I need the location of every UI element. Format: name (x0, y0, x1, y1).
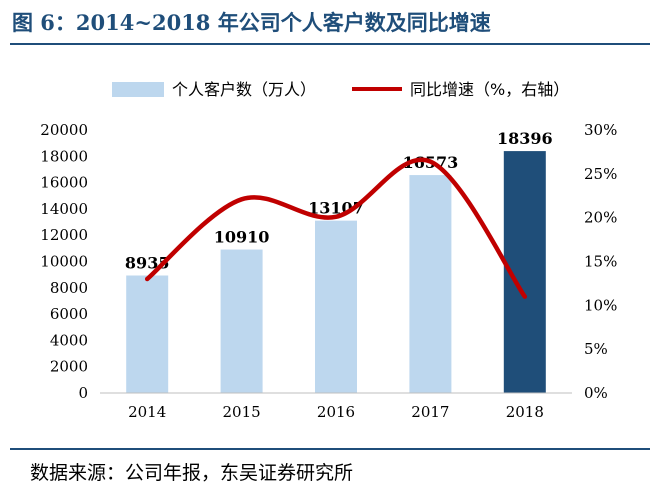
chart-legend: 个人客户数（万人） 同比增速（%，右轴） (112, 80, 569, 99)
y-tick-label: 12000 (40, 226, 88, 244)
growth-rate-line (144, 157, 528, 299)
y-tick-label: 16000 (40, 174, 88, 192)
y2-tick-label: 10% (584, 296, 617, 314)
y-tick-label: 0 (78, 384, 88, 402)
x-tick-label: 2017 (411, 403, 449, 421)
y2-tick-label: 20% (584, 209, 617, 227)
y-tick-label: 6000 (50, 305, 88, 323)
x-tick-label: 2014 (128, 403, 166, 421)
bar-2016 (315, 220, 357, 393)
legend-line-label: 同比增速（%，右轴） (410, 80, 569, 99)
bar-2015 (220, 249, 263, 393)
y-tick-label: 18000 (40, 147, 88, 165)
y-tick-label: 2000 (50, 358, 88, 376)
y2-tick-label: 0% (584, 384, 608, 402)
legend-bar-label: 个人客户数（万人） (172, 80, 316, 99)
y2-tick-label: 5% (584, 340, 608, 358)
x-tick-label: 2018 (506, 403, 544, 421)
bar-value-label: 18396 (497, 129, 553, 148)
right-axis-ticks: 0% 5% 10% 15% 20% 25% 30% (584, 121, 617, 402)
bar-2017 (409, 175, 452, 393)
source-note: 数据来源：公司年报，东吴证券研究所 (30, 462, 354, 484)
chart-title: 图 6：2014~2018 年公司个人客户数及同比增速 (12, 10, 491, 35)
y-tick-label: 8000 (50, 279, 88, 297)
y-tick-label: 20000 (40, 121, 88, 139)
legend-bar-swatch (112, 82, 164, 97)
x-tick-label: 2015 (223, 403, 261, 421)
left-axis-ticks: 0 2000 4000 6000 8000 10000 12000 14000 16000 180… (40, 121, 88, 402)
footer-divider (10, 448, 650, 450)
bar-series (126, 151, 546, 393)
y-tick-label: 4000 (50, 331, 88, 349)
bar-2014 (126, 275, 169, 393)
x-tick-label: 2016 (317, 403, 355, 421)
x-axis-ticks: 2014 2015 2016 2017 2018 (128, 403, 544, 421)
title-divider (10, 43, 650, 45)
combo-chart: 个人客户数（万人） 同比增速（%，右轴） 0 2000 4000 6000 8000 100… (40, 80, 617, 421)
y-tick-label: 10000 (40, 253, 88, 271)
bar-value-label: 10910 (214, 228, 270, 247)
y2-tick-label: 30% (584, 121, 617, 139)
y-tick-label: 14000 (40, 200, 88, 218)
y2-tick-label: 15% (584, 253, 617, 271)
y2-tick-label: 25% (584, 165, 617, 183)
